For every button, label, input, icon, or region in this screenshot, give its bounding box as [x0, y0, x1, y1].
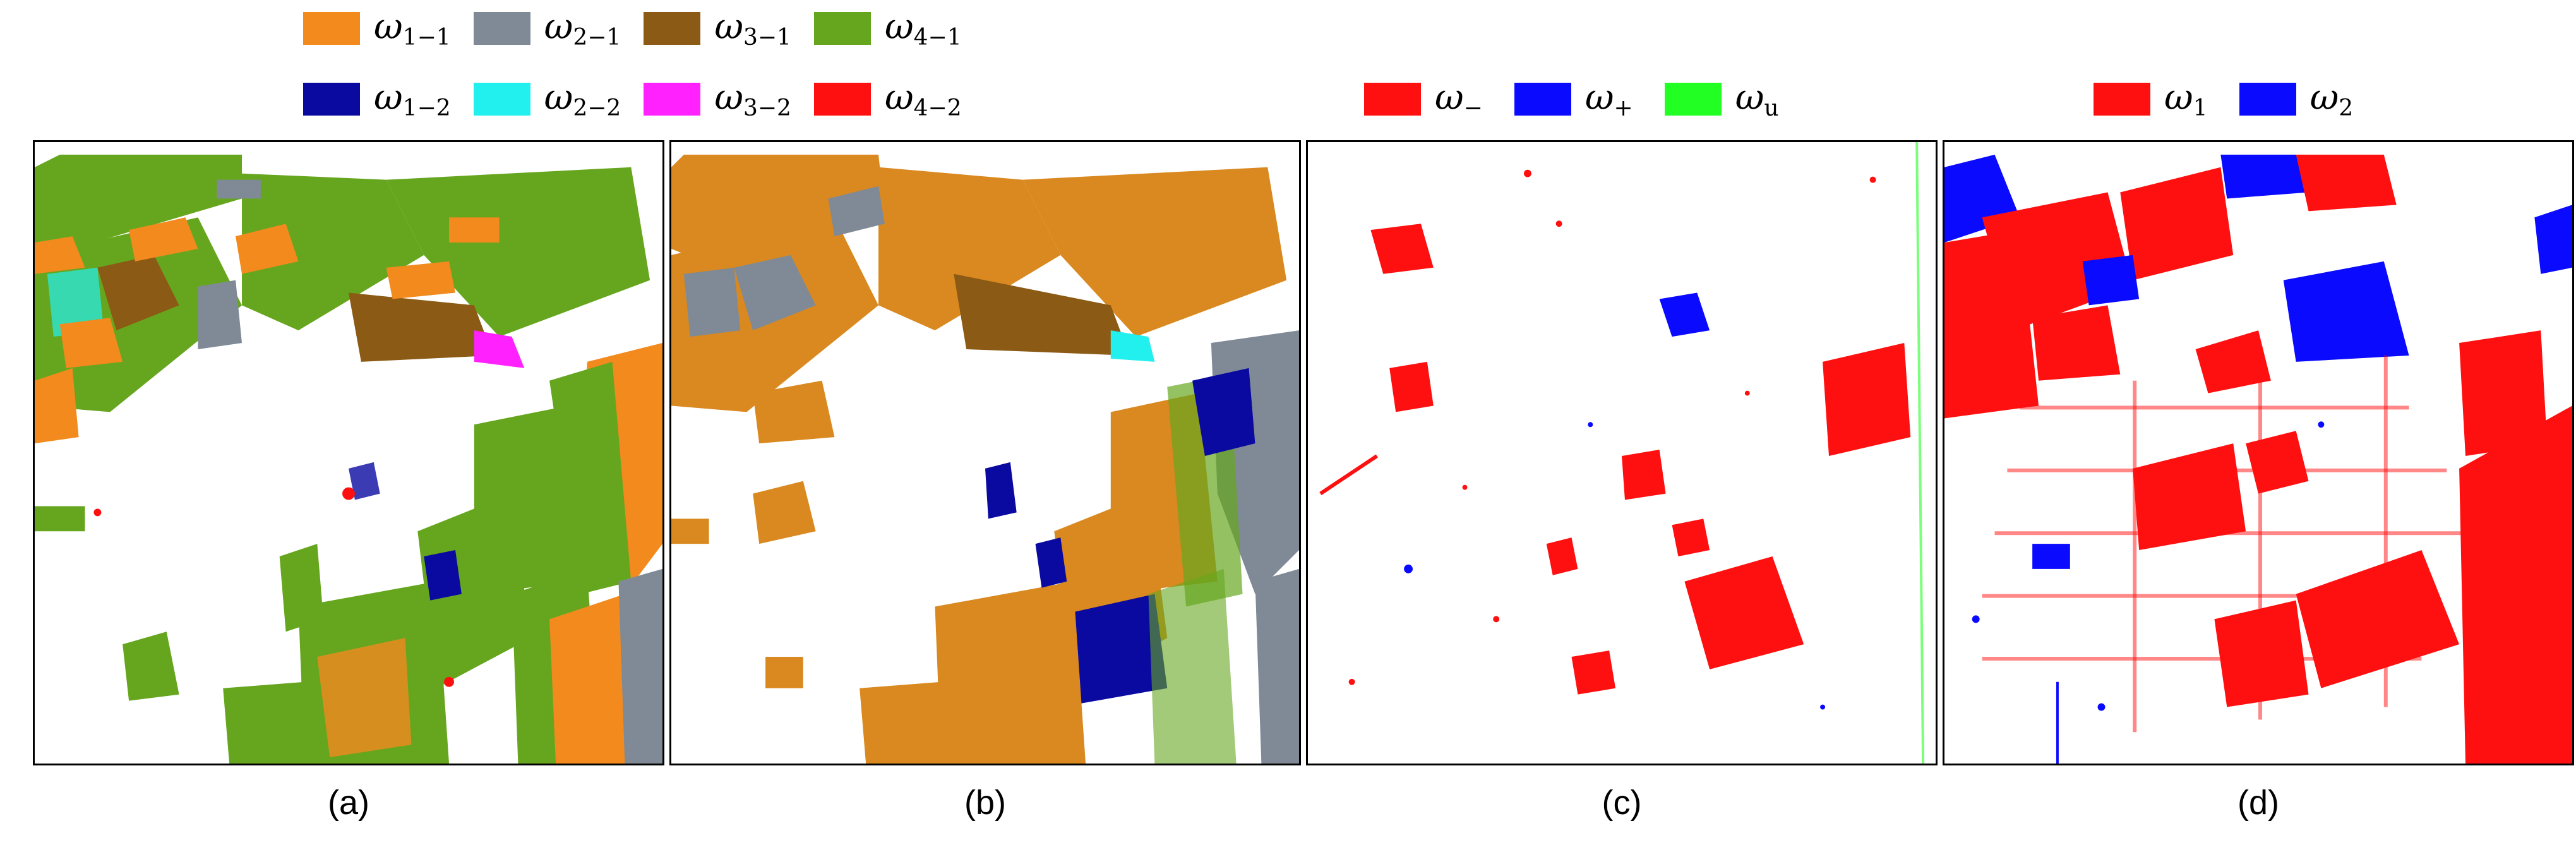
- panel-b-map: [669, 140, 1301, 765]
- legend-item-w3-1: ω3−1: [644, 6, 791, 51]
- panel-c-image: [1308, 142, 1936, 764]
- legend-symbol: ω2−2: [544, 77, 621, 121]
- panel-c-map: [1306, 140, 1938, 765]
- orange-swatch: [303, 12, 360, 45]
- legend-symbol: ω1−1: [374, 6, 451, 51]
- legend-item-w1: ω1: [2094, 77, 2208, 121]
- legend-symbol: ω2: [2309, 77, 2354, 121]
- caption-a: (a): [328, 784, 369, 822]
- gray-swatch: [473, 12, 530, 45]
- legend-symbol: ω−: [1435, 77, 1483, 121]
- caption-b: (b): [964, 784, 1006, 822]
- legend-c: ω− ω+ ωu: [1364, 77, 1802, 121]
- legend-symbol: ω1−2: [374, 77, 451, 121]
- legend-symbol: ω+: [1585, 77, 1633, 121]
- legend-symbol: ω3−1: [714, 6, 791, 51]
- magenta-swatch: [644, 83, 701, 116]
- green-swatch: [1664, 83, 1722, 116]
- green-swatch: [813, 12, 871, 45]
- legend-item-w2-1: ω2−1: [473, 6, 621, 51]
- navy-swatch: [303, 83, 360, 116]
- red-swatch: [2094, 83, 2150, 116]
- legend-symbol: ω4−2: [884, 77, 962, 121]
- legend-item-w-minus: ω−: [1364, 77, 1483, 121]
- legend-symbol: ω2−1: [544, 6, 621, 51]
- legend-symbol: ω1: [2164, 77, 2208, 121]
- legend-symbol: ω3−2: [714, 77, 791, 121]
- blue-swatch: [2239, 83, 2296, 116]
- legend-ab-row2: ω1−2 ω2−2 ω3−2 ω4−2: [303, 77, 985, 121]
- brown-swatch: [644, 12, 701, 45]
- panel-a-map: [33, 140, 664, 765]
- panel-d-image: [1944, 142, 2572, 764]
- legend-item-w4-1: ω4−1: [813, 6, 962, 51]
- legend-item-w1-2: ω1−2: [303, 77, 451, 121]
- legend-item-w4-2: ω4−2: [813, 77, 962, 121]
- blue-swatch: [1514, 83, 1571, 116]
- legend-item-w1-1: ω1−1: [303, 6, 451, 51]
- legend-item-w-u: ωu: [1664, 77, 1779, 121]
- legend-d: ω1 ω2: [2094, 77, 2376, 121]
- red-swatch: [1364, 83, 1421, 116]
- legend-symbol: ω4−1: [884, 6, 962, 51]
- caption-d: (d): [2238, 784, 2279, 822]
- legend-item-w2-2: ω2−2: [473, 77, 621, 121]
- panel-d-map: [1943, 140, 2574, 765]
- red-swatch: [813, 83, 871, 116]
- panel-a-image: [35, 142, 662, 764]
- legend-item-w2: ω2: [2239, 77, 2354, 121]
- legend-symbol: ωu: [1735, 77, 1779, 121]
- legend-ab-row1: ω1−1 ω2−1 ω3−1 ω4−1: [303, 6, 985, 51]
- caption-c: (c): [1602, 784, 1642, 822]
- panel-b-image: [671, 142, 1299, 764]
- legend-item-w-plus: ω+: [1514, 77, 1633, 121]
- cyan-swatch: [473, 83, 530, 116]
- legend-item-w3-2: ω3−2: [644, 77, 791, 121]
